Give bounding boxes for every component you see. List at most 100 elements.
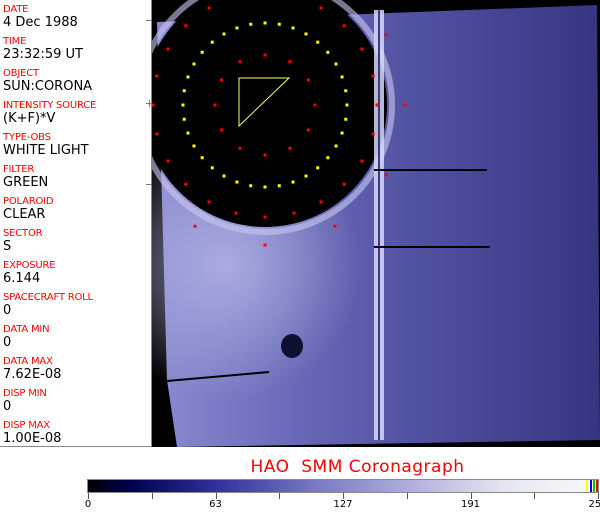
- red-marker: [371, 74, 375, 78]
- red-marker: [207, 6, 211, 10]
- red-marker: [306, 128, 310, 132]
- info-label: INTENSITY SOURCE: [3, 100, 97, 111]
- yellow-marker: [263, 21, 267, 25]
- red-marker: [333, 224, 337, 228]
- info-field: TIME 23:32:59 UT: [3, 36, 83, 62]
- info-label: TIME: [3, 36, 27, 47]
- colorbar: [87, 479, 599, 493]
- red-marker: [220, 78, 224, 82]
- info-field: TYPE-OBS WHITE LIGHT: [3, 132, 89, 158]
- red-marker: [263, 243, 267, 247]
- yellow-marker: [210, 166, 214, 170]
- info-value: WHITE LIGHT: [3, 143, 89, 158]
- info-value: (K+F)*V: [3, 111, 56, 126]
- yellow-marker: [304, 174, 308, 178]
- red-marker: [263, 215, 267, 219]
- info-label: DATE: [3, 4, 29, 15]
- coronagraph-image: [152, 0, 600, 447]
- colorbar-tick-label: 63: [209, 499, 222, 510]
- info-value: 0: [3, 335, 12, 350]
- info-field: DATA MIN 0: [3, 324, 50, 350]
- red-marker: [384, 33, 388, 37]
- info-label: FILTER: [3, 164, 35, 175]
- info-field: OBJECT SUN:CORONA: [3, 68, 92, 94]
- yellow-marker: [326, 156, 330, 160]
- info-value: 0: [3, 303, 12, 318]
- info-field: DATA MAX 7.62E-08: [3, 356, 61, 382]
- red-marker: [193, 224, 197, 228]
- info-label: EXPOSURE: [3, 260, 56, 271]
- yellow-marker: [235, 26, 239, 30]
- red-marker: [313, 103, 317, 107]
- yellow-marker: [304, 32, 308, 36]
- info-value: 7.62E-08: [3, 367, 62, 382]
- info-label: POLAROID: [3, 196, 54, 207]
- colorbar-tick: [598, 493, 599, 499]
- yellow-marker: [200, 50, 204, 54]
- yellow-marker: [222, 32, 226, 36]
- colorbar-tick: [406, 493, 408, 499]
- info-label: DISP MAX: [3, 420, 50, 431]
- red-marker: [371, 132, 375, 136]
- yellow-marker: [181, 103, 185, 107]
- info-field: FILTER GREEN: [3, 164, 48, 190]
- yellow-marker: [334, 144, 338, 148]
- occulter-disk: [152, 0, 387, 227]
- red-marker: [207, 200, 211, 204]
- yellow-marker: [316, 166, 320, 170]
- info-value: SUN:CORONA: [3, 79, 93, 94]
- yellow-marker: [316, 40, 320, 44]
- colorbar-tick: [343, 493, 344, 499]
- info-panel: DATE 4 Dec 1988 TIME 23:32:59 UT OBJECT SUN:C…: [0, 0, 152, 447]
- yellow-marker: [345, 103, 349, 107]
- dark-blob: [281, 334, 303, 358]
- red-marker: [155, 132, 159, 136]
- colorbar-end-green: [593, 480, 595, 492]
- info-value: CLEAR: [3, 207, 46, 222]
- red-marker: [375, 103, 379, 107]
- red-marker: [319, 6, 323, 10]
- info-label: DISP MIN: [3, 388, 47, 399]
- info-value: 0: [3, 399, 12, 414]
- info-label: SECTOR: [3, 228, 43, 239]
- info-field: DISP MIN 0: [3, 388, 47, 414]
- yellow-marker: [186, 131, 190, 135]
- info-field: DISP MAX 1.00E-08: [3, 420, 61, 446]
- red-marker: [306, 78, 310, 82]
- yellow-marker: [340, 75, 344, 79]
- colorbar-tick-label: 127: [333, 499, 353, 510]
- info-label: TYPE-OBS: [3, 132, 51, 143]
- yellow-marker: [210, 40, 214, 44]
- occulter-halo: [152, 0, 395, 235]
- red-marker: [360, 47, 364, 51]
- yellow-marker: [340, 131, 344, 135]
- axis-tick: [149, 100, 150, 107]
- yellow-marker: [235, 180, 239, 184]
- axis-tick: [146, 20, 152, 21]
- red-marker: [234, 211, 238, 215]
- yellow-marker: [182, 117, 186, 121]
- yellow-marker: [291, 26, 295, 30]
- info-value: 6.144: [3, 271, 41, 286]
- info-field: INTENSITY SOURCE (K+F)*V: [3, 100, 96, 126]
- sun-outline-marker: [238, 77, 291, 128]
- red-marker: [263, 153, 267, 157]
- colorbar-end-blue: [590, 480, 592, 492]
- yellow-marker: [192, 144, 196, 148]
- info-value: 23:32:59 UT: [3, 47, 83, 62]
- yellow-marker: [344, 89, 348, 93]
- red-marker: [319, 200, 323, 204]
- colorbar-tick-label: 255: [588, 499, 600, 510]
- yellow-marker: [326, 50, 330, 54]
- red-marker: [288, 60, 292, 64]
- info-label: DATA MAX: [3, 356, 53, 367]
- yellow-marker: [277, 184, 281, 188]
- yellow-marker: [249, 184, 253, 188]
- red-marker: [220, 128, 224, 132]
- info-label: OBJECT: [3, 68, 39, 79]
- red-marker: [342, 182, 346, 186]
- red-marker: [152, 103, 155, 107]
- yellow-marker: [334, 62, 338, 66]
- info-value: S: [3, 239, 12, 254]
- info-field: SECTOR S: [3, 228, 43, 254]
